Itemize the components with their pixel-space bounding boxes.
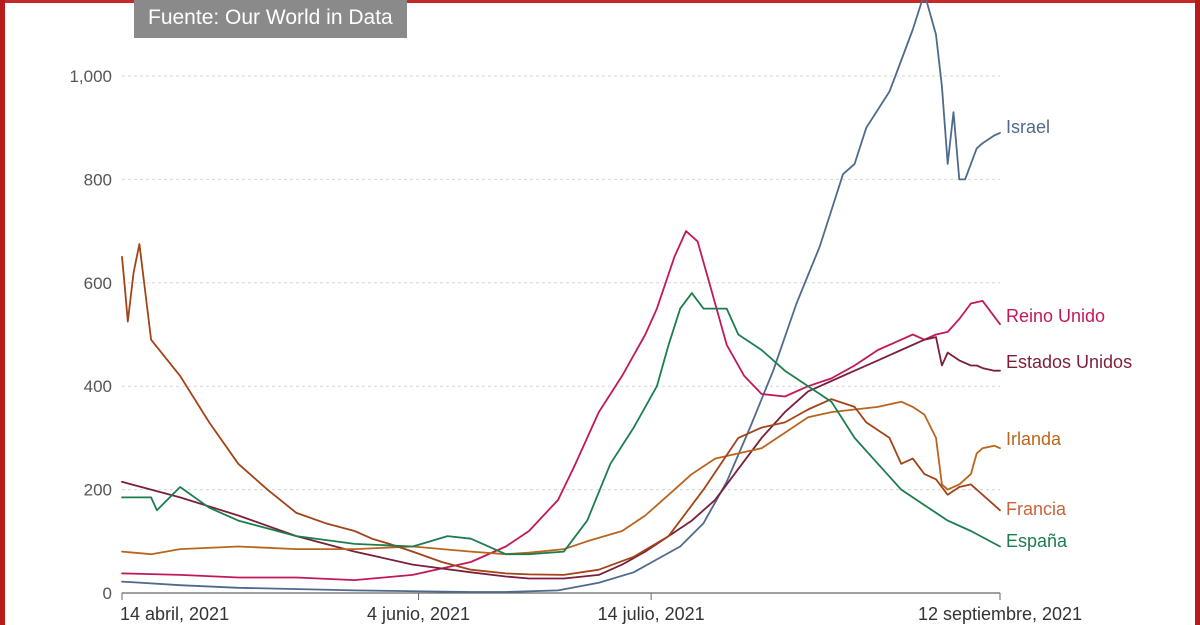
frame-right-border	[1195, 0, 1200, 625]
series-line-estados-unidos	[121, 336, 1001, 580]
grid-lines	[122, 75, 1000, 491]
frame-left-border	[0, 0, 5, 625]
series-line-reino-unido	[121, 230, 1001, 581]
series-line-francia	[121, 243, 1001, 576]
y-tick-label: 800	[84, 170, 112, 189]
series-labels: Israel Reino Unido Estados Unidos Irlanda Fr…	[1006, 117, 1132, 551]
series-label-estados-unidos: Estados Unidos	[1006, 352, 1132, 372]
source-badge: Fuente: Our World in Data	[134, 0, 407, 38]
y-tick-label: 400	[84, 377, 112, 396]
y-tick-label: 0	[103, 584, 112, 603]
series-label-israel: Israel	[1006, 117, 1050, 137]
series-label-irlanda: Irlanda	[1006, 429, 1062, 449]
series-lines	[121, 0, 1001, 593]
axes: 0 200 400 600 800 1,000 14 abril, 2021 4 junio,…	[69, 67, 1082, 624]
frame-top-border	[0, 0, 1200, 3]
series-label-españa: España	[1006, 531, 1068, 551]
y-tick-label: 600	[84, 274, 112, 293]
x-tick-label: 12 septiembre, 2021	[918, 604, 1082, 624]
x-tick-label: 4 junio, 2021	[367, 604, 470, 624]
series-label-francia: Francia	[1006, 499, 1067, 519]
x-tick-label: 14 julio, 2021	[598, 604, 705, 624]
y-tick-label: 1,000	[69, 67, 112, 86]
series-label-reino-unido: Reino Unido	[1006, 306, 1105, 326]
series-line-israel	[121, 0, 1001, 593]
x-tick-label: 14 abril, 2021	[120, 604, 229, 624]
series-line-españa	[121, 292, 1001, 556]
y-tick-label: 200	[84, 481, 112, 500]
